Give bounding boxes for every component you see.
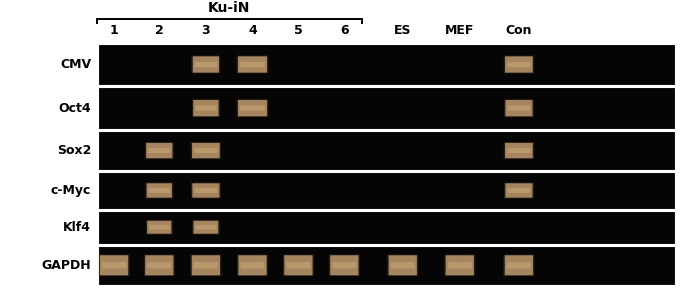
FancyBboxPatch shape — [148, 188, 170, 193]
Bar — [98, 211, 675, 244]
FancyBboxPatch shape — [192, 99, 220, 117]
FancyBboxPatch shape — [192, 183, 220, 198]
FancyBboxPatch shape — [505, 183, 533, 198]
Text: Ku-iN: Ku-iN — [208, 1, 250, 15]
FancyBboxPatch shape — [192, 220, 220, 235]
FancyBboxPatch shape — [145, 142, 174, 159]
FancyBboxPatch shape — [238, 255, 267, 275]
FancyBboxPatch shape — [505, 56, 533, 73]
FancyBboxPatch shape — [504, 99, 534, 117]
FancyBboxPatch shape — [194, 188, 217, 193]
FancyBboxPatch shape — [98, 255, 130, 276]
Text: 5: 5 — [294, 24, 302, 37]
FancyBboxPatch shape — [505, 143, 533, 158]
FancyBboxPatch shape — [507, 262, 531, 268]
FancyBboxPatch shape — [146, 183, 172, 198]
FancyBboxPatch shape — [445, 255, 474, 275]
FancyBboxPatch shape — [507, 105, 530, 111]
Bar — [98, 131, 675, 170]
FancyBboxPatch shape — [237, 255, 268, 276]
FancyBboxPatch shape — [192, 255, 220, 275]
FancyBboxPatch shape — [447, 262, 472, 268]
Text: Con: Con — [506, 24, 533, 37]
FancyBboxPatch shape — [507, 62, 530, 67]
FancyBboxPatch shape — [240, 262, 264, 268]
FancyBboxPatch shape — [283, 255, 314, 276]
FancyBboxPatch shape — [507, 148, 530, 153]
Bar — [98, 246, 675, 285]
Bar — [98, 44, 675, 85]
Text: 6: 6 — [340, 24, 348, 37]
FancyBboxPatch shape — [144, 255, 175, 276]
FancyBboxPatch shape — [238, 100, 267, 116]
Text: 2: 2 — [155, 24, 164, 37]
FancyBboxPatch shape — [193, 100, 219, 116]
FancyBboxPatch shape — [195, 105, 217, 111]
FancyBboxPatch shape — [191, 142, 221, 159]
FancyBboxPatch shape — [240, 105, 265, 111]
FancyBboxPatch shape — [192, 56, 220, 74]
FancyBboxPatch shape — [100, 255, 128, 275]
FancyBboxPatch shape — [191, 182, 221, 198]
Text: 4: 4 — [248, 24, 257, 37]
FancyBboxPatch shape — [147, 221, 171, 234]
FancyBboxPatch shape — [391, 262, 415, 268]
FancyBboxPatch shape — [147, 262, 171, 268]
Text: Sox2: Sox2 — [56, 144, 91, 157]
FancyBboxPatch shape — [388, 255, 418, 276]
FancyBboxPatch shape — [195, 225, 216, 229]
Bar — [98, 88, 675, 129]
FancyBboxPatch shape — [286, 262, 310, 268]
FancyBboxPatch shape — [146, 220, 173, 235]
FancyBboxPatch shape — [444, 255, 475, 276]
FancyBboxPatch shape — [238, 56, 267, 73]
FancyBboxPatch shape — [193, 56, 219, 73]
FancyBboxPatch shape — [236, 99, 268, 117]
Text: 3: 3 — [201, 24, 210, 37]
FancyBboxPatch shape — [389, 255, 417, 275]
FancyBboxPatch shape — [332, 262, 356, 268]
FancyBboxPatch shape — [148, 148, 171, 153]
Text: Klf4: Klf4 — [63, 221, 91, 234]
Text: Oct4: Oct4 — [59, 102, 91, 115]
FancyBboxPatch shape — [329, 255, 360, 276]
Text: c-Myc: c-Myc — [51, 184, 91, 197]
FancyBboxPatch shape — [505, 255, 533, 275]
Text: GAPDH: GAPDH — [42, 259, 91, 272]
FancyBboxPatch shape — [240, 62, 265, 67]
FancyBboxPatch shape — [192, 143, 220, 158]
FancyBboxPatch shape — [149, 225, 169, 229]
FancyBboxPatch shape — [503, 255, 535, 276]
FancyBboxPatch shape — [194, 148, 217, 153]
FancyBboxPatch shape — [194, 262, 218, 268]
FancyBboxPatch shape — [505, 100, 533, 116]
Text: ES: ES — [394, 24, 411, 37]
FancyBboxPatch shape — [236, 56, 268, 74]
FancyBboxPatch shape — [284, 255, 312, 275]
FancyBboxPatch shape — [504, 56, 534, 74]
FancyBboxPatch shape — [504, 142, 534, 159]
FancyBboxPatch shape — [102, 262, 126, 268]
FancyBboxPatch shape — [146, 143, 172, 158]
Bar — [98, 172, 675, 209]
Text: MEF: MEF — [445, 24, 475, 37]
FancyBboxPatch shape — [504, 182, 534, 198]
FancyBboxPatch shape — [507, 188, 530, 193]
FancyBboxPatch shape — [145, 182, 174, 198]
Text: 1: 1 — [109, 24, 118, 37]
FancyBboxPatch shape — [145, 255, 174, 275]
FancyBboxPatch shape — [330, 255, 358, 275]
FancyBboxPatch shape — [194, 221, 218, 234]
FancyBboxPatch shape — [194, 62, 217, 67]
Text: CMV: CMV — [60, 58, 91, 71]
FancyBboxPatch shape — [190, 255, 222, 276]
